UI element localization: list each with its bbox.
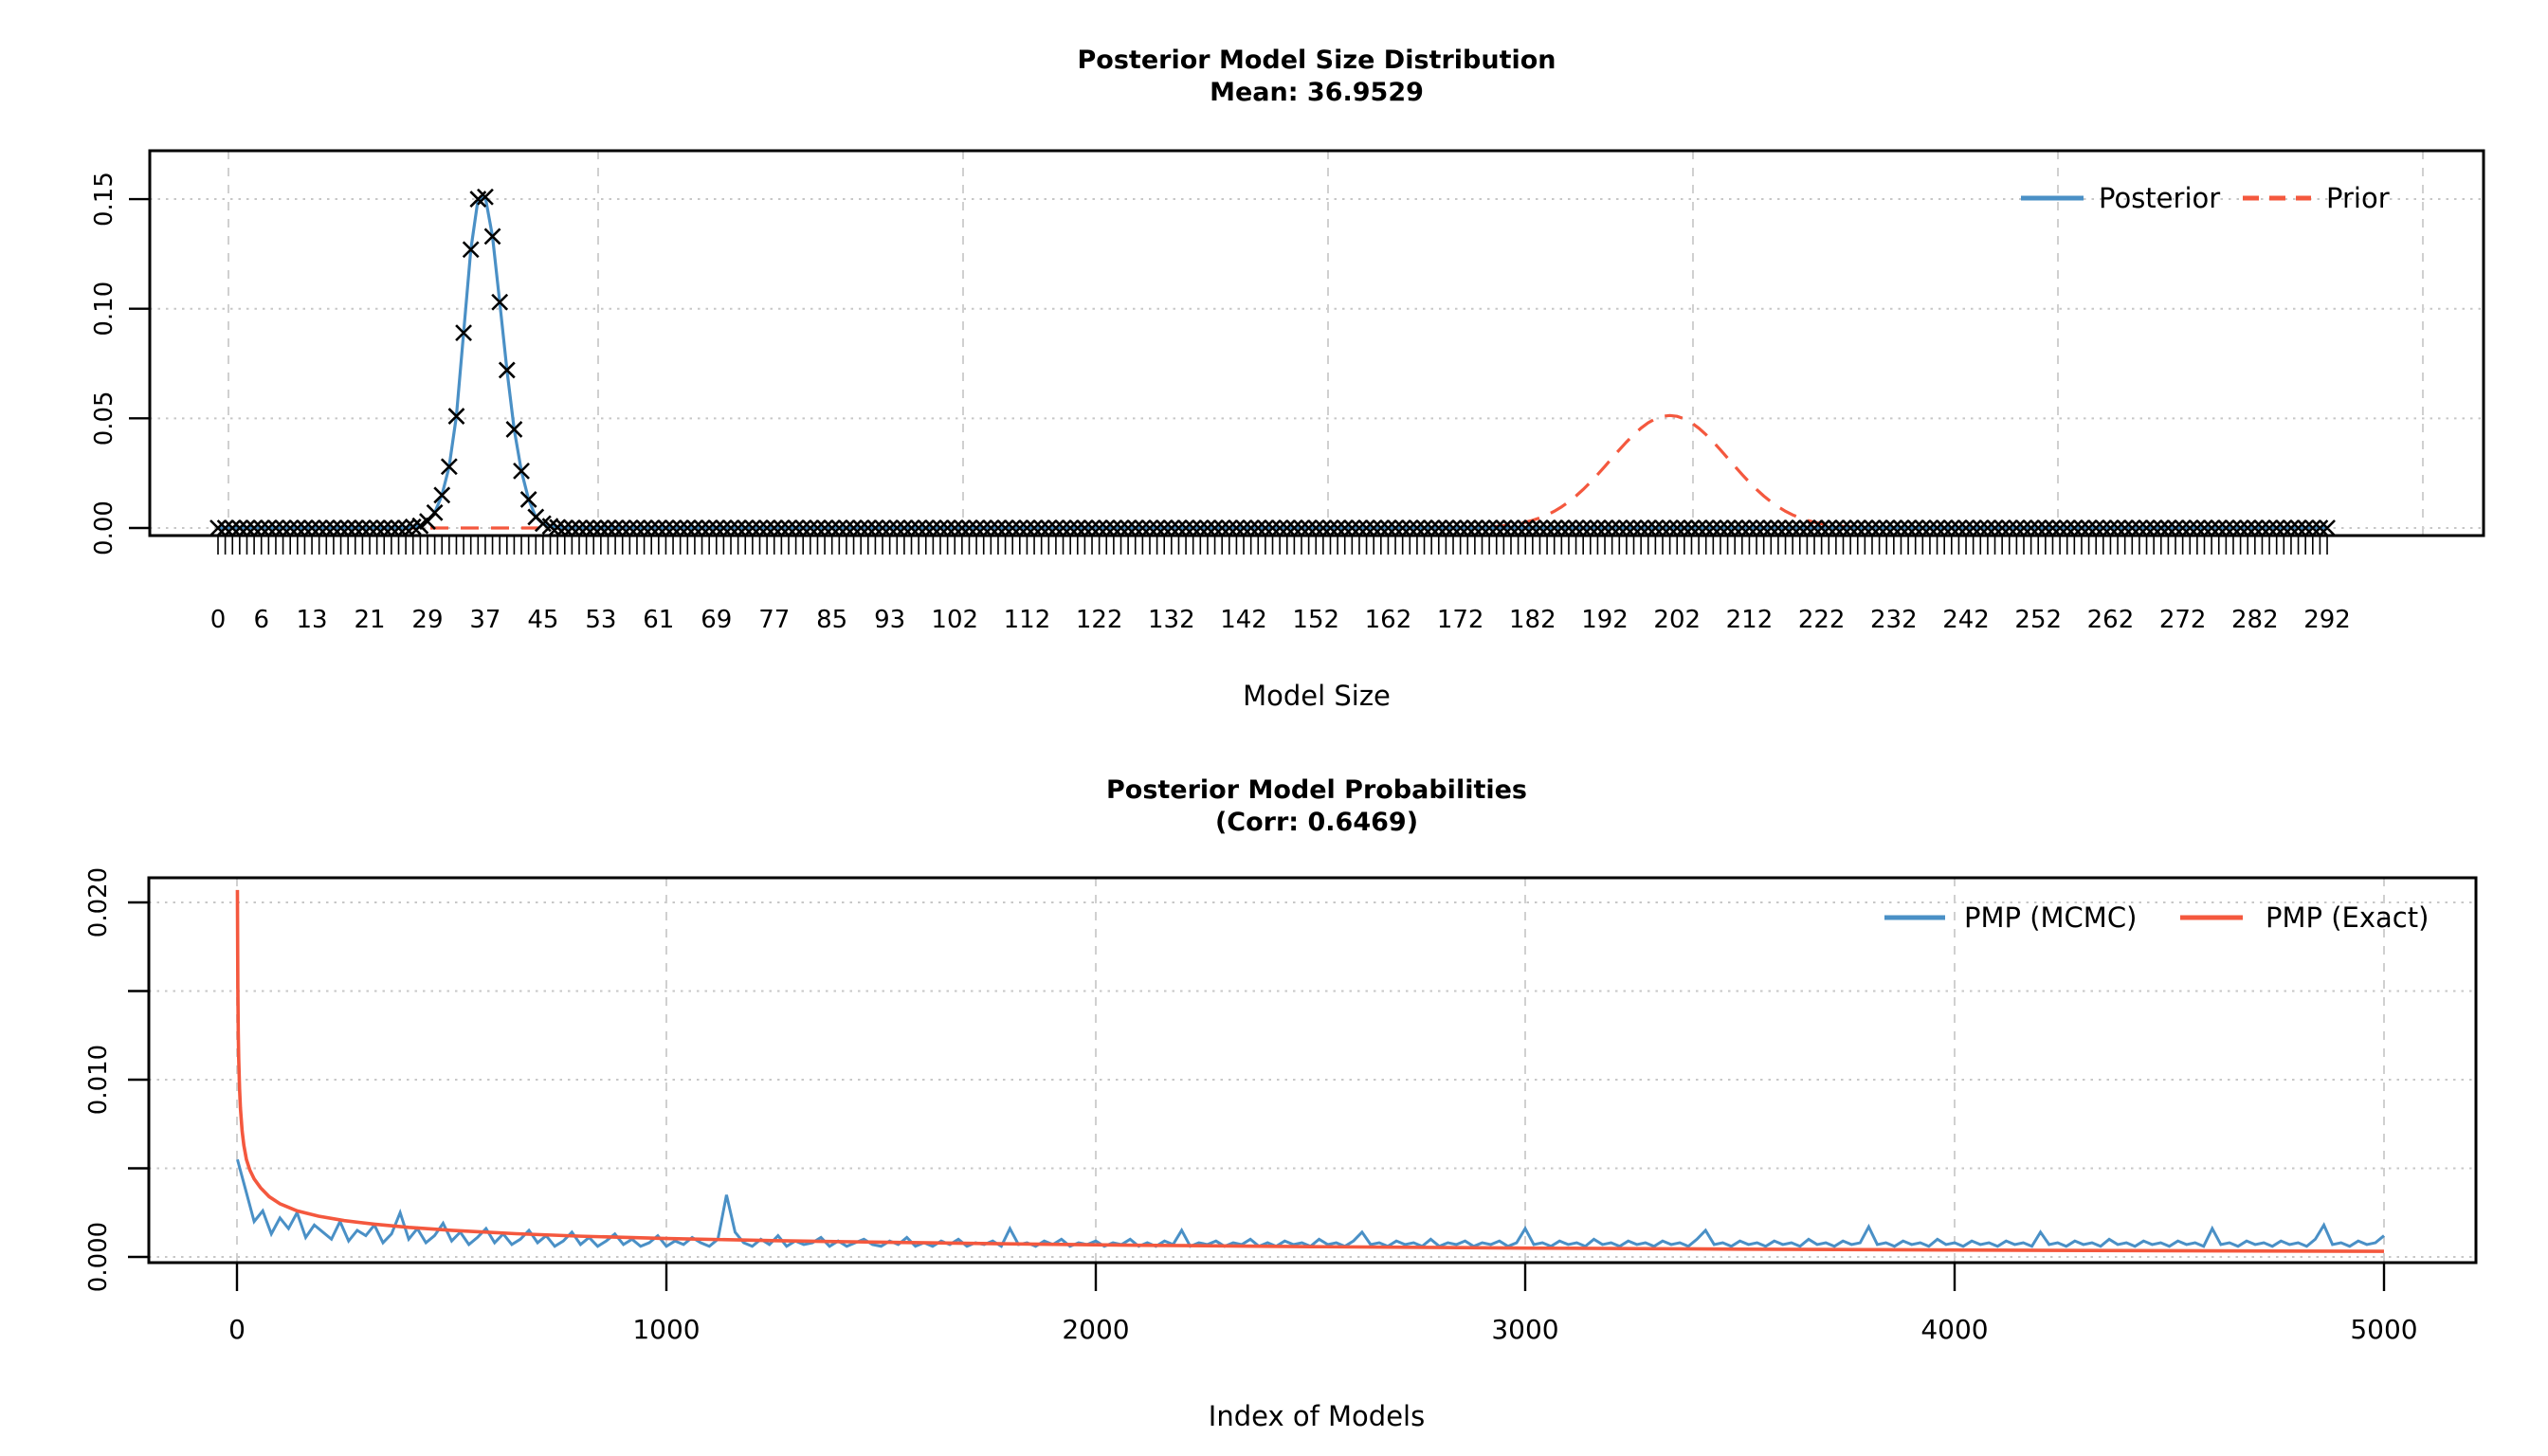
x-tick-label: 102: [931, 606, 978, 634]
top-chart-plot-area: 0.00 0.05 0.10 0.15 0 6 13 21 29 37 45 53 61 69 77 85 93…: [90, 149, 2485, 634]
bottom-chart: Posterior Model Probabilities (Corr: 0.6…: [84, 775, 2478, 1432]
top-chart-legend: Posterior Prior: [2021, 182, 2390, 214]
x-tick-label: 21: [354, 606, 385, 634]
x-axis-tick-comb: [217, 536, 2328, 555]
x-tick-label: 13: [297, 606, 328, 634]
x-tick-label: 262: [2087, 606, 2135, 634]
x-tick-label: 93: [874, 606, 905, 634]
x-tick-label: 222: [1798, 606, 1846, 634]
x-tick-label: 85: [816, 606, 847, 634]
x-tick-label: 6: [253, 606, 269, 634]
pmp-mcmc-line: [236, 1158, 2385, 1248]
y-tick-label: 0.000: [84, 1222, 113, 1292]
x-tick-label: 192: [1581, 606, 1629, 634]
x-tick-label: 3000: [1491, 1314, 1558, 1345]
x-tick-label: 162: [1365, 606, 1412, 634]
x-tick-label: 282: [2231, 606, 2279, 634]
x-tick-label: 292: [2303, 606, 2351, 634]
bottom-chart-subtitle: (Corr: 0.6469): [1215, 808, 1418, 837]
plot-border: [148, 149, 2485, 537]
x-tick-label: 132: [1148, 606, 1195, 634]
x-tick-label: 152: [1292, 606, 1339, 634]
x-tick-label: 69: [701, 606, 732, 634]
posterior-curve: [218, 194, 2328, 530]
y-tick-label: 0.00: [90, 500, 118, 555]
x-tick-label: 112: [1004, 606, 1051, 634]
y-tick-label: 0.020: [84, 867, 113, 937]
y-tick-label: 0.15: [90, 172, 118, 227]
plot-border: [147, 876, 2478, 1265]
y-tick-label: 0.10: [90, 282, 118, 337]
y-tick-label: 0.05: [90, 391, 118, 446]
x-tick-label: 232: [1870, 606, 1918, 634]
bottom-chart-xaxis-title: Index of Models: [1209, 1400, 1425, 1432]
x-tick-label: 122: [1076, 606, 1123, 634]
posterior-x-markers: [209, 188, 2336, 537]
x-tick-label: 5000: [2350, 1314, 2417, 1345]
x-tick-label: 202: [1653, 606, 1701, 634]
x-tick-label: 172: [1437, 606, 1484, 634]
x-tick-label: 37: [469, 606, 500, 634]
x-tick-label: 45: [527, 606, 558, 634]
x-tick-label: 2000: [1062, 1314, 1129, 1345]
bottom-chart-legend: PMP (MCMC) PMP (Exact): [1884, 901, 2429, 934]
x-tick-label: 0: [210, 606, 227, 634]
x-tick-label: 4000: [1920, 1314, 1988, 1345]
pmp-exact-line: [235, 889, 2385, 1253]
top-chart-xaxis-title: Model Size: [1243, 680, 1391, 712]
top-chart-title: Posterior Model Size Distribution: [1078, 46, 1556, 75]
x-tick-label: 77: [758, 606, 790, 634]
x-tick-label: 182: [1509, 606, 1556, 634]
legend-prior-label: Prior: [2326, 182, 2390, 214]
bottom-chart-title: Posterior Model Probabilities: [1106, 775, 1527, 805]
x-tick-label: 0: [228, 1314, 246, 1345]
y-tick-label: 0.010: [84, 1045, 113, 1115]
legend-pmp-exact-label: PMP (Exact): [2266, 901, 2429, 934]
x-tick-label: 272: [2159, 606, 2207, 634]
x-tick-label: 212: [1726, 606, 1774, 634]
top-chart-subtitle: Mean: 36.9529: [1210, 78, 1424, 107]
x-tick-label: 61: [643, 606, 674, 634]
legend-pmp-mcmc-label: PMP (MCMC): [1964, 901, 2137, 934]
top-chart: Posterior Model Size Distribution Mean: …: [90, 46, 2485, 712]
bottom-chart-plot-area: 0.000 0.010 0.020 0 1000 2000 3000 4000 5000: [84, 867, 2478, 1345]
x-tick-label: 242: [1942, 606, 1990, 634]
x-tick-label: 29: [411, 606, 443, 634]
x-tick-label: 252: [2014, 606, 2062, 634]
x-tick-label: 53: [585, 606, 616, 634]
x-tick-label: 142: [1220, 606, 1267, 634]
legend-posterior-label: Posterior: [2099, 182, 2220, 214]
x-tick-label: 1000: [632, 1314, 700, 1345]
